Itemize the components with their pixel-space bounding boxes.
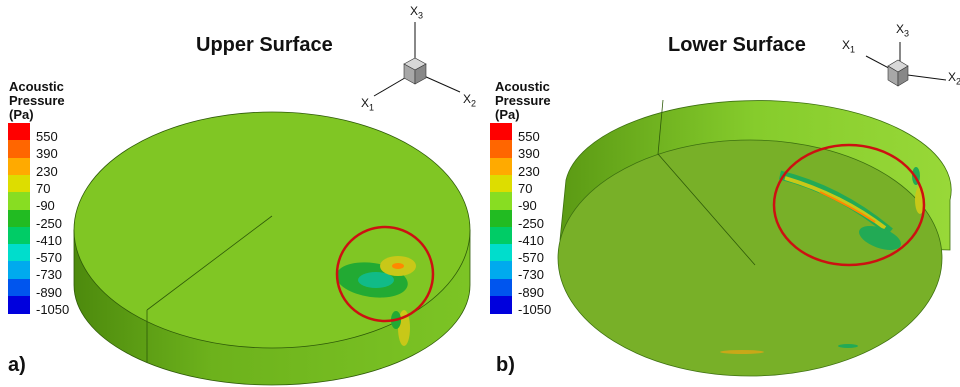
axis-x1-label: X1 [361, 96, 375, 113]
panel-label: a) [8, 354, 26, 376]
legend-level-label: 550 [36, 129, 58, 144]
disk-render [557, 42, 952, 377]
legend-level-label: -250 [518, 215, 545, 231]
axis-x3-label: X3 [896, 22, 910, 39]
panel-label: b) [496, 354, 515, 376]
pressure-band-orange [819, 191, 876, 223]
panel-lower-surface: Lower Surface Acoustic Pressure (Pa) 550… [480, 0, 960, 387]
legend-swatch [8, 140, 30, 159]
legend-swatch [8, 261, 30, 280]
legend-level-label: 70 [518, 180, 533, 196]
legend-level-label: -730 [518, 267, 545, 283]
highlight-circle [772, 143, 926, 267]
legend-level-label: 70 [36, 180, 51, 196]
axis-x1-label: X1 [842, 38, 856, 55]
pressure-trace-bottom [720, 350, 764, 354]
legend-swatch [490, 174, 512, 193]
legend-swatch [8, 278, 30, 297]
legend-level-label: -90 [36, 198, 55, 214]
pressure-lobe-peak [392, 263, 404, 269]
pressure-blob-green [859, 225, 901, 251]
legend-level-label: -890 [518, 284, 545, 300]
legend-level-label: -90 [518, 198, 537, 214]
legend-swatch [490, 296, 512, 314]
legend-swatch [8, 123, 30, 141]
highlight-circle [335, 225, 435, 323]
legend-swatch [8, 209, 30, 228]
panel-title: Upper Surface [196, 34, 333, 56]
legend-title: Acoustic Pressure (Pa) [9, 79, 65, 122]
seam-line [657, 153, 756, 266]
legend-swatch [8, 226, 30, 245]
legend-swatch [490, 123, 512, 141]
legend-level-label: 230 [518, 163, 540, 179]
pressure-trace-bottom-green [838, 344, 858, 348]
axis-triad [373, 22, 461, 97]
legend-level-label: -410 [518, 232, 545, 248]
legend-swatch [490, 157, 512, 176]
legend-level-label: -890 [36, 284, 63, 300]
legend-swatch [490, 244, 512, 262]
legend-swatch [490, 209, 512, 228]
legend-level-label: 230 [36, 163, 58, 179]
legend-swatch [490, 226, 512, 245]
legend-swatch [490, 140, 512, 159]
axis-x2-label: X2 [463, 92, 477, 109]
legend-level-label: -1050 [36, 302, 70, 317]
axis-x3-label: X3 [410, 4, 424, 21]
legend-swatch [490, 192, 512, 210]
seam-line [146, 215, 273, 311]
pressure-lobe-core [358, 272, 394, 288]
panel-upper-surface: Upper Surface Acoustic Pressure (Pa) 550… [8, 4, 477, 386]
legend-swatch [8, 244, 30, 262]
axis-triad [865, 42, 947, 87]
pressure-band-yellow [784, 176, 887, 230]
legend-level-label: -1050 [518, 302, 552, 317]
legend-level-label: 390 [518, 146, 540, 162]
legend-swatch [8, 174, 30, 193]
legend-level-label: -410 [36, 232, 63, 248]
disk-render [73, 22, 471, 386]
legend-level-label: 550 [518, 129, 540, 144]
legend-level-label: -730 [36, 267, 63, 283]
legend-swatch [8, 296, 30, 314]
axis-x2-label: X2 [948, 70, 960, 87]
legend-swatch [490, 278, 512, 297]
legend-swatch [490, 261, 512, 280]
panel-title: Lower Surface [668, 34, 806, 56]
legend-level-label: 390 [36, 146, 58, 162]
legend-title: Acoustic Pressure (Pa) [495, 79, 551, 122]
legend-level-label: -250 [36, 215, 63, 231]
legend-swatch [8, 157, 30, 176]
legend-swatch [8, 192, 30, 210]
seam-line-rim [657, 99, 664, 155]
legend-level-label: -570 [518, 250, 545, 266]
legend-level-label: -570 [36, 250, 63, 266]
